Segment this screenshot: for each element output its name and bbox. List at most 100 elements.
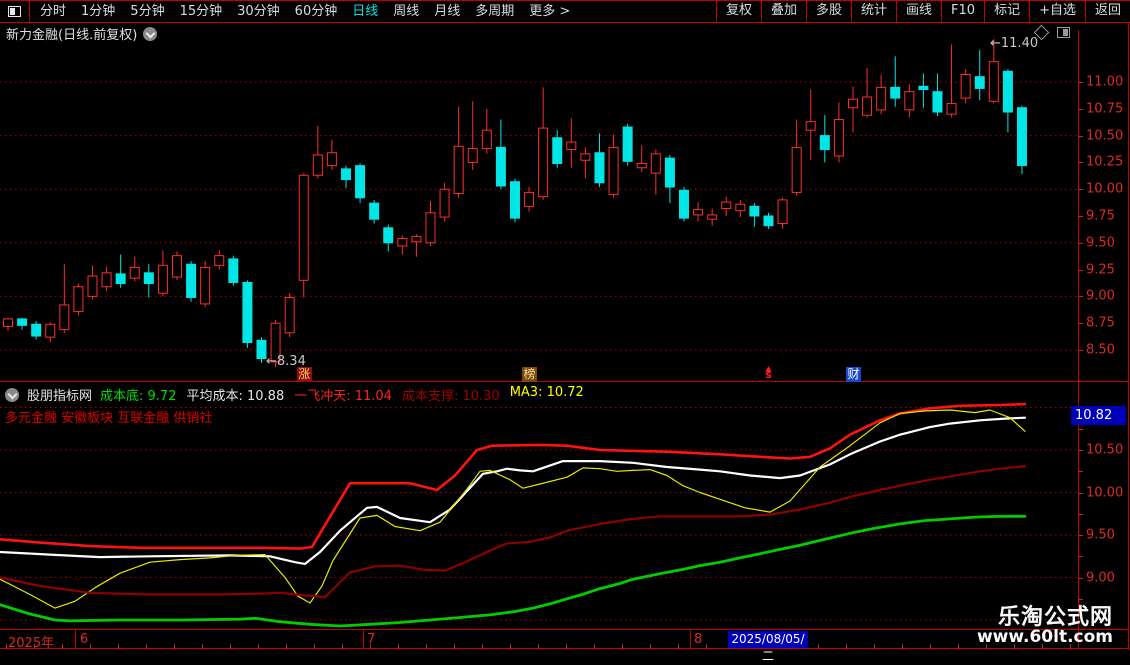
sub-price-tick [1078,577,1083,579]
date-tick [958,644,959,649]
price-tick [1078,162,1083,164]
date-tick [62,644,63,649]
button-画线[interactable]: 画线 [896,1,941,22]
marker-涨[interactable]: 涨 [296,367,312,382]
sub-price-tick [1078,556,1083,558]
tab-更多 >[interactable]: 更多 > [529,4,571,19]
date-tick [426,644,427,649]
date-tick [146,644,147,649]
tab-周线[interactable]: 周线 [393,4,420,19]
date-tick [902,644,903,649]
price-tick [1078,189,1083,191]
date-tick [286,644,287,649]
date-axis-line [0,629,1129,630]
indicator-header: 股朋指标网 成本底: 9.72 平均成本: 10.88 一飞冲天: 11.04 成本支… [5,385,584,404]
sub-price-tick [1078,492,1083,494]
date-tick [118,644,119,649]
sub-price-tick [1078,450,1083,451]
split-square-icon [8,6,21,17]
indicator-values: 成本底: 9.72 平均成本: 10.88 一飞冲天: 11.04 成本支撑: 10.… [100,385,584,404]
date-tick [482,644,483,649]
marker-财[interactable]: 财 [845,367,861,382]
button-标记[interactable]: 标记 [984,1,1029,22]
date-tick [650,644,651,649]
date-tick [678,644,679,649]
date-tick [510,644,511,649]
tab-15分钟[interactable]: 15分钟 [179,4,223,19]
tab-60分钟[interactable]: 60分钟 [294,4,338,19]
price-annotation: ←11.40 [990,36,1039,51]
split-square-right-icon[interactable] [1057,27,1070,38]
date-tick [1014,644,1015,649]
sub-price-tick [1078,598,1083,600]
sub-price-tick [1078,535,1083,536]
toolbar-buttons: 复权 叠加 多股 统计 画线 F10 标记 +自选 返回 [715,1,1130,22]
month-divider [363,630,364,648]
price-tick [1078,296,1083,298]
date-tick [566,644,567,649]
tab-日线[interactable]: 日线 [352,4,379,19]
date-tick [90,644,91,649]
date-tick [594,644,595,649]
up-arrow-icon: ▲ [765,364,772,373]
diamond-icon[interactable] [1033,24,1050,41]
candlestick-chart[interactable] [0,30,1078,382]
price-label-9.25: 9.25 [1086,262,1115,278]
sub-price-label-9.50: 9.50 [1086,527,1115,543]
button-返回[interactable]: 返回 [1084,1,1130,22]
tab-分时[interactable]: 分时 [40,4,67,19]
price-label-10.50: 10.50 [1086,128,1124,144]
indicator-value: MA3: 10.72 [509,385,584,400]
tab-月线[interactable]: 月线 [434,4,461,19]
button-统计[interactable]: 统计 [851,1,896,22]
sub-price-tick [1078,428,1083,430]
date-tick [986,644,987,649]
month-label-7: 7 [367,632,376,647]
window-layout-button[interactable] [0,1,30,22]
current-date-badge: 2025/08/05/二 [728,631,808,663]
sub-price-label-10.00: 10.00 [1086,485,1124,500]
bottom-edge-line [0,648,1129,649]
right-edge-line [1128,0,1129,650]
button-多股[interactable]: 多股 [805,1,851,22]
date-tick [622,644,623,649]
button-叠加[interactable]: 叠加 [760,1,806,22]
date-tick [174,644,175,649]
price-label-11.00: 11.00 [1086,74,1124,90]
button-F10[interactable]: F10 [941,1,984,22]
price-label-8.75: 8.75 [1086,315,1115,331]
tab-5分钟[interactable]: 5分钟 [130,4,165,19]
sub-price-label-10.50: 10.50 [1086,442,1124,458]
chevron-down-circle-icon[interactable] [143,26,158,41]
marker-signal-s[interactable]: ▲ s [762,364,774,381]
button-+自选[interactable]: +自选 [1029,1,1085,22]
button-复权[interactable]: 复权 [715,1,761,22]
date-tick [706,644,707,649]
tab-1分钟[interactable]: 1分钟 [81,4,116,19]
tab-30分钟[interactable]: 30分钟 [237,4,280,19]
marker-榜[interactable]: 榜 [522,367,538,382]
price-label-10.00: 10.00 [1086,181,1124,197]
indicator-value: 成本底: 9.72 [100,389,177,404]
price-label-10.75: 10.75 [1086,101,1124,117]
date-tick [930,644,931,649]
price-tick [1078,108,1083,110]
marker-label: s [765,368,772,381]
tab-多周期[interactable]: 多周期 [475,4,515,19]
sub-price-label-9.00: 9.00 [1086,570,1115,585]
price-label-9.75: 9.75 [1086,208,1115,224]
price-tick [1078,242,1083,244]
stock-tags[interactable]: 多元金融 安徽板块 互联金融 供销社 [5,411,213,426]
date-tick [258,644,259,649]
symbol-title: 新力金融(日线.前复权) [6,28,138,43]
price-label-9.50: 9.50 [1086,235,1115,251]
indicator-source-label: 股朋指标网 [27,389,93,404]
chart-corner-icons [1033,24,1070,41]
month-divider [690,630,691,648]
date-tick [874,644,875,649]
collapse-panel-icon[interactable] [5,387,19,402]
indicator-chart[interactable] [0,402,1078,630]
panel-divider-line [0,381,1129,382]
month-label-6: 6 [80,632,89,647]
date-tick [1042,644,1043,649]
